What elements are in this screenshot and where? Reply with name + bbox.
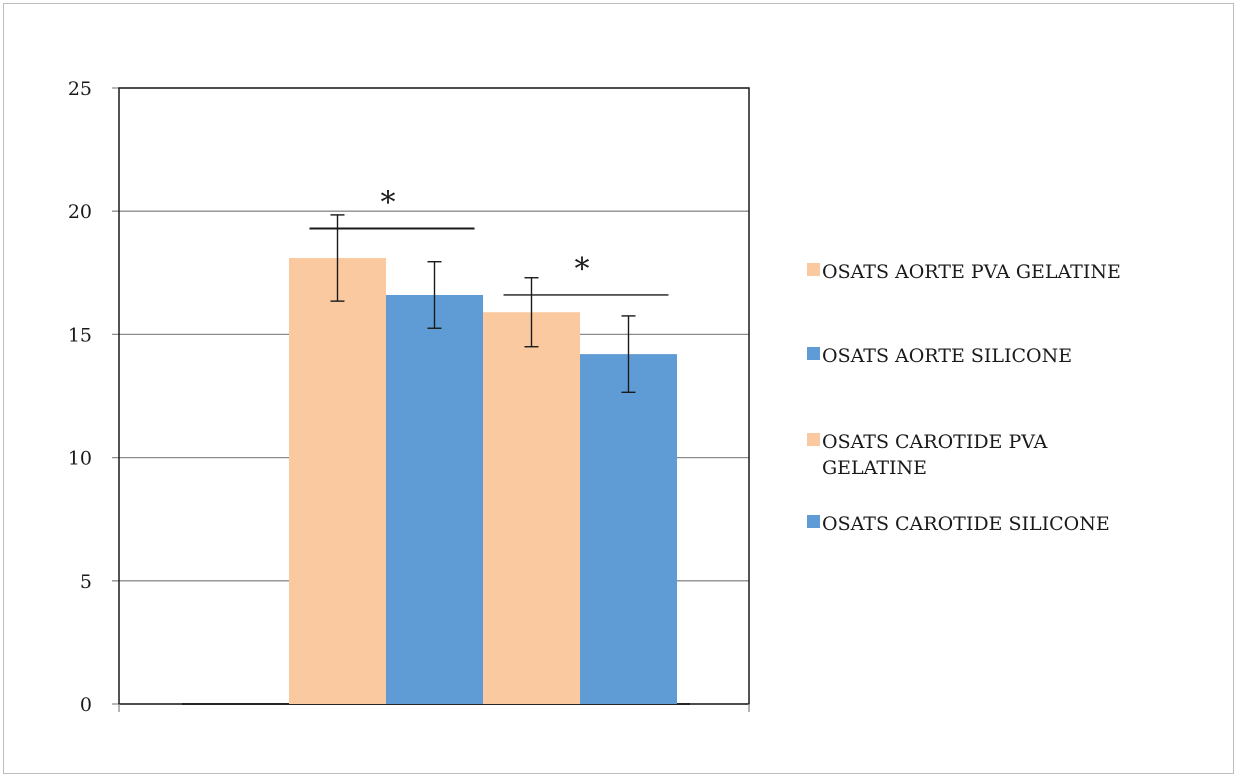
y-tick-label: 10 (68, 448, 92, 470)
legend-item-aorte-silicone: OSATS AORTE SILICONE (807, 343, 1072, 369)
legend-label: OSATS CAROTIDE PVA GELATINE (822, 431, 1048, 479)
bars (289, 258, 677, 704)
legend-swatch (807, 433, 820, 446)
legend-label: OSATS AORTE PVA GELATINE (822, 261, 1121, 283)
bar (289, 258, 386, 704)
legend-label: OSATS CAROTIDE SILICONE (822, 513, 1110, 535)
y-tick-label: 0 (80, 694, 92, 716)
legend-swatch (807, 263, 820, 276)
y-tick-label: 20 (68, 201, 92, 223)
significance-annotations: ** (309, 185, 669, 296)
legend-item-carotide-silicone: OSATS CAROTIDE SILICONE (807, 511, 1110, 537)
significance-asterisk: * (575, 252, 590, 287)
error-bars (330, 214, 636, 394)
chart-frame: 0 5 10 15 20 25 * * OSATS AORTE PVA GELATINE O… (3, 3, 1234, 774)
y-tick-label: 5 (80, 571, 92, 593)
bar (386, 294, 483, 704)
legend-label: OSATS AORTE SILICONE (822, 345, 1073, 367)
y-tick-label: 25 (68, 78, 92, 100)
y-tick-label: 15 (68, 324, 92, 346)
significance-asterisk: * (381, 185, 396, 220)
legend-swatch (807, 515, 820, 528)
bar (580, 354, 677, 704)
legend-swatch (807, 347, 820, 360)
bar (483, 312, 580, 704)
legend-item-aorte-pva: OSATS AORTE PVA GELATINE (807, 259, 1121, 285)
legend-item-carotide-pva: OSATS CAROTIDE PVA GELATINE (807, 429, 1047, 481)
